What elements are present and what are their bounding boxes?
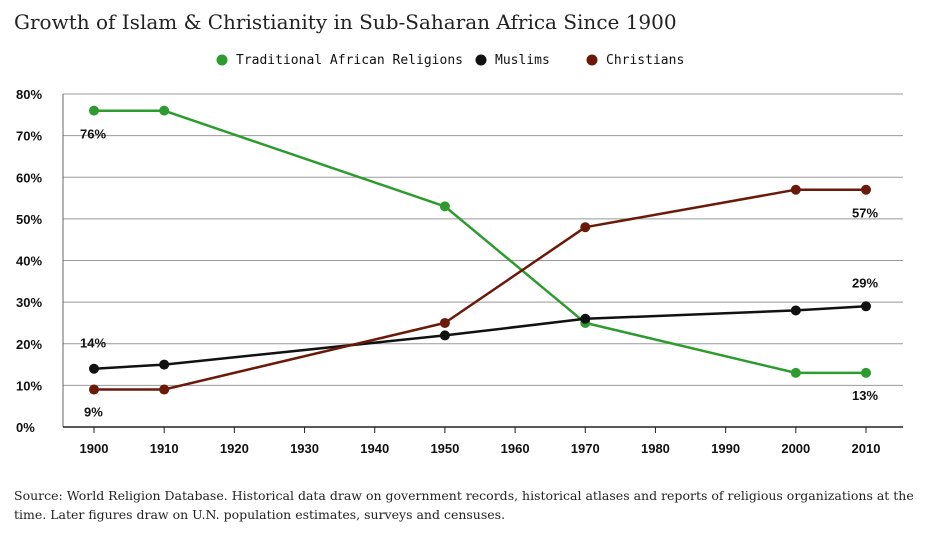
legend-label: Traditional African Religions	[236, 53, 463, 68]
legend-label: Muslims	[495, 53, 550, 68]
x-tick-label: 1960	[501, 441, 530, 456]
data-point	[159, 359, 170, 370]
data-label: 76%	[80, 127, 106, 142]
grid-lines	[62, 93, 903, 428]
legend-marker	[586, 54, 598, 66]
data-point	[439, 317, 450, 328]
data-label: 13%	[852, 388, 878, 403]
data-point	[861, 367, 871, 378]
data-point	[790, 184, 801, 195]
y-axis: 0% 10% 20% 30% 40% 50% 60% 70% 80%	[16, 87, 42, 435]
data-point	[580, 222, 591, 233]
data-point	[89, 363, 99, 374]
data-label: 9%	[84, 405, 103, 420]
data-labels: 76% 13% 14% 29% 9% 57%	[80, 127, 878, 420]
data-point	[159, 384, 170, 395]
series-line-0	[94, 109, 866, 375]
series-line-1	[93, 305, 867, 370]
data-label: 29%	[852, 275, 878, 290]
y-tick-label: 10%	[16, 378, 42, 393]
x-tick-label: 1990	[711, 441, 740, 456]
x-tick-label: 1980	[641, 441, 670, 456]
data-point	[89, 105, 99, 116]
series-lines	[93, 109, 867, 391]
x-axis: 1900 1910 1920 1930 1940 1950 1960 1970 1980 1990…	[80, 427, 881, 456]
data-point	[861, 184, 871, 195]
legend-label: Christians	[606, 53, 684, 68]
y-tick-label: 20%	[16, 337, 42, 352]
x-tick-label: 1910	[150, 441, 179, 456]
legend-marker	[216, 54, 228, 66]
series-line-2	[94, 188, 866, 391]
source-note: Source: World Religion Database. Histori…	[14, 488, 914, 522]
x-tick-label: 1930	[290, 441, 319, 456]
data-point	[790, 367, 801, 378]
y-tick-label: 80%	[16, 87, 42, 102]
legend: Traditional African Religions Muslims Chri…	[216, 53, 684, 68]
data-point	[159, 105, 170, 116]
data-label: 14%	[80, 336, 106, 351]
data-point	[580, 313, 591, 324]
data-point	[89, 384, 99, 395]
y-tick-label: 30%	[16, 295, 42, 310]
y-tick-label: 40%	[16, 254, 42, 269]
x-tick-label: 1950	[430, 441, 459, 456]
x-tick-label: 1970	[571, 441, 600, 456]
x-tick-label: 1920	[220, 441, 249, 456]
x-tick-label: 2000	[781, 441, 810, 456]
legend-marker	[475, 54, 487, 66]
y-tick-label: 70%	[16, 129, 42, 144]
y-tick-label: 60%	[16, 170, 42, 185]
data-point	[861, 301, 871, 312]
x-tick-label: 1940	[360, 441, 389, 456]
data-point	[439, 201, 450, 212]
data-label: 57%	[852, 206, 878, 221]
data-points	[89, 105, 871, 395]
chart-title: Growth of Islam & Christianity in Sub-Sa…	[14, 10, 677, 34]
y-tick-label: 0%	[16, 420, 35, 435]
data-point	[790, 305, 801, 316]
data-point	[439, 330, 450, 341]
y-tick-label: 50%	[16, 212, 42, 227]
x-tick-label: 1900	[80, 441, 109, 456]
x-tick-label: 2010	[852, 441, 881, 456]
